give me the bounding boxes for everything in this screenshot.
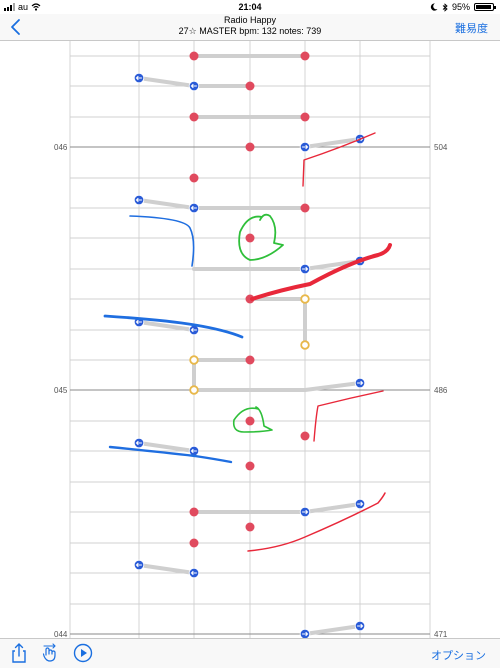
red-stroke-3 <box>247 492 386 552</box>
blue-thick-stroke <box>103 314 244 339</box>
status-time: 21:04 <box>238 2 262 12</box>
blue-thick-stroke-2 <box>108 445 233 464</box>
measure-label-left: 046 <box>54 143 68 152</box>
options-button[interactable]: オプション <box>431 650 486 662</box>
measure-label-right: 486 <box>434 386 448 395</box>
note-connectors <box>137 54 362 636</box>
green-stroke-2 <box>232 406 273 433</box>
battery-percent: 95% <box>451 2 470 12</box>
carrier-label: au <box>18 2 29 12</box>
share-icon[interactable] <box>8 642 30 664</box>
chart-info: 27☆ MASTER bpm: 132 notes: 739 <box>178 26 322 36</box>
measure-label-right: 504 <box>434 143 448 152</box>
play-icon[interactable] <box>72 642 94 664</box>
hand-swipe-icon[interactable] <box>40 642 62 664</box>
difficulty-button[interactable]: 難易度 <box>455 23 488 35</box>
bluetooth-icon <box>442 2 448 12</box>
status-left: au <box>4 0 41 14</box>
measure-label-left: 044 <box>54 630 68 638</box>
pen-annotations <box>103 132 392 552</box>
wifi-icon <box>31 3 41 11</box>
status-bar: au 21:04 95% <box>0 0 500 14</box>
green-stroke <box>238 213 284 261</box>
red-stroke-2 <box>313 390 384 442</box>
battery-fill <box>476 5 492 9</box>
red-thick-stroke <box>250 243 392 301</box>
status-right: 95% <box>430 0 496 14</box>
tap-notes <box>189 51 310 548</box>
note-chart: 046 504 045 486 044 471 <box>54 41 448 638</box>
battery-icon <box>474 3 496 11</box>
back-chevron-icon[interactable] <box>6 16 28 38</box>
hold-notes <box>189 294 310 395</box>
blue-stroke <box>129 215 195 267</box>
moon-icon <box>430 3 438 11</box>
signal-icon <box>4 3 15 11</box>
measure-label-left: 045 <box>54 386 68 395</box>
bottom-toolbar: オプション <box>0 638 500 668</box>
song-title: Radio Happy <box>223 15 277 25</box>
measure-label-right: 471 <box>434 630 448 638</box>
navigation-bar: Radio Happy 27☆ MASTER bpm: 132 notes: 7… <box>0 14 500 41</box>
lane-lines <box>69 41 431 638</box>
red-stroke <box>302 132 376 187</box>
